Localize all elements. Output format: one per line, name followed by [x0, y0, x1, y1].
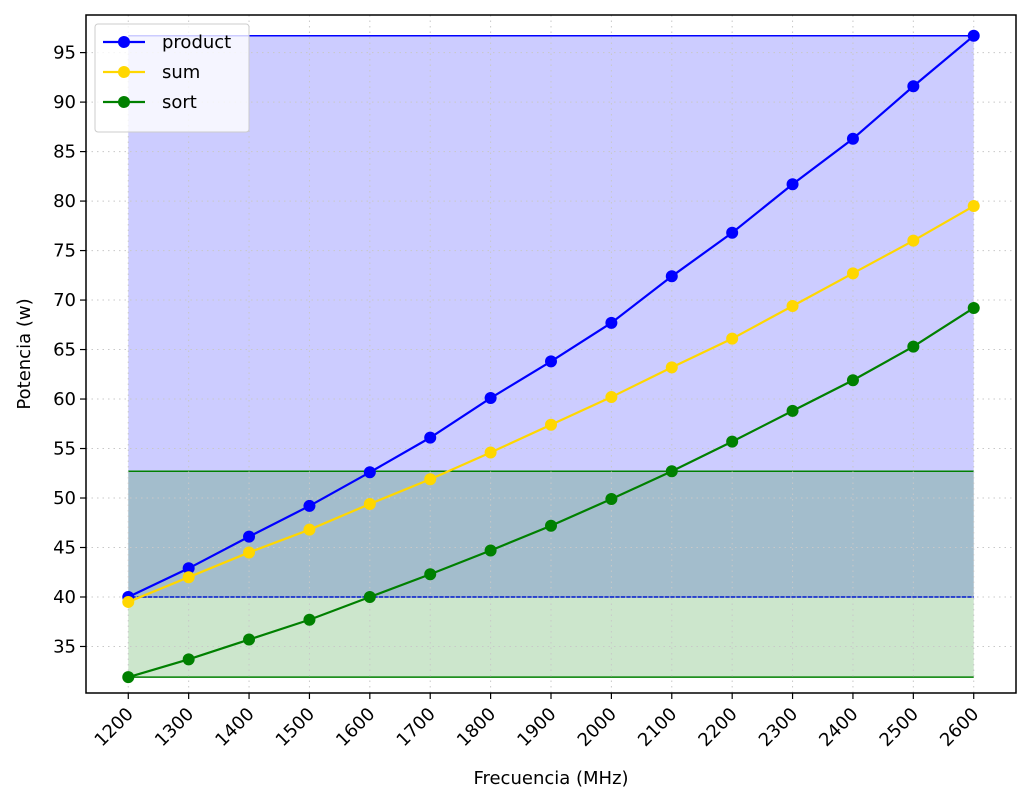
sort-point — [122, 671, 135, 684]
product-point — [605, 316, 618, 329]
sort-point — [907, 340, 920, 353]
x-tick-label: 1600 — [332, 704, 379, 751]
y-axis-title: Potencia (w) — [14, 298, 35, 409]
sort-point — [303, 613, 316, 626]
x-tick-label: 1800 — [453, 704, 500, 751]
legend-label: sum — [162, 62, 200, 83]
sort-point — [424, 568, 437, 581]
sort-point — [182, 653, 195, 666]
sort-point — [726, 435, 739, 448]
product-point — [846, 132, 859, 145]
product-point — [665, 270, 678, 283]
y-tick-label: 85 — [53, 142, 76, 163]
y-tick-label: 60 — [53, 389, 76, 410]
sort-point — [545, 519, 557, 532]
sort-range-band — [128, 471, 974, 678]
legend-item-sum: sum — [103, 62, 200, 83]
sort-point — [786, 404, 799, 417]
sum-point — [424, 473, 437, 486]
x-tick-label: 2200 — [694, 704, 741, 751]
legend-label: sort — [162, 92, 197, 113]
legend-item-sort: sort — [103, 92, 197, 113]
sum-point — [182, 571, 195, 584]
x-tick-label: 1500 — [272, 704, 319, 751]
x-tick-label: 2000 — [574, 704, 621, 751]
sort-point — [243, 633, 256, 646]
legend-swatch-marker — [118, 66, 130, 78]
y-axis-ticks: 35 40 45 50 55 60 65 70 75 80 85 90 95 — [53, 43, 86, 657]
y-tick-label: 50 — [53, 488, 76, 509]
x-axis-title: Frecuencia (MHz) — [473, 768, 628, 789]
sum-point — [243, 546, 256, 559]
product-point — [303, 499, 316, 512]
product-range-band — [128, 35, 974, 597]
x-tick-label: 1200 — [91, 704, 138, 751]
y-tick-label: 70 — [53, 290, 76, 311]
y-tick-label: 80 — [53, 191, 76, 212]
y-tick-label: 95 — [53, 43, 76, 64]
x-axis-ticks: 1200 1300 1400 1500 1600 1700 1800 1900 2000 2100… — [91, 693, 983, 751]
y-tick-label: 65 — [53, 340, 76, 361]
product-point — [786, 178, 799, 191]
sum-point — [786, 299, 799, 312]
product-point — [243, 530, 256, 543]
x-tick-label: 2100 — [634, 704, 681, 751]
sum-point — [907, 234, 920, 247]
x-tick-label: 2500 — [876, 704, 923, 751]
sum-point — [967, 200, 980, 213]
sum-point — [605, 391, 618, 404]
legend-items: product sum sort — [103, 32, 231, 113]
y-tick-label: 35 — [53, 636, 76, 657]
sort-point — [665, 465, 678, 478]
sum-point — [726, 332, 739, 345]
sum-point — [303, 523, 316, 536]
product-point — [182, 562, 195, 575]
sort-point — [967, 301, 980, 314]
product-point — [726, 226, 739, 239]
sort-point — [484, 544, 497, 557]
y-tick-label: 45 — [53, 538, 76, 559]
legend-item-product: product — [103, 32, 231, 53]
series-sum — [122, 200, 980, 608]
series-product — [122, 29, 980, 603]
sort-point — [605, 493, 618, 506]
x-tick-label: 2300 — [755, 704, 802, 751]
x-tick-label: 1400 — [211, 704, 258, 751]
sum-point — [665, 361, 678, 374]
product-point — [907, 80, 920, 93]
product-point — [484, 392, 497, 405]
sum-point — [363, 497, 376, 510]
product-point — [545, 355, 557, 368]
x-tick-label: 1700 — [393, 704, 440, 751]
sort-point — [363, 590, 376, 603]
legend: product sum sort — [94, 23, 250, 133]
legend-swatch-marker — [118, 36, 130, 48]
product-point — [967, 29, 980, 42]
product-point — [424, 431, 437, 444]
x-tick-label: 2400 — [815, 704, 862, 751]
x-tick-label: 1900 — [513, 704, 560, 751]
y-tick-label: 75 — [53, 241, 76, 262]
series-sort — [122, 301, 980, 684]
series-layer — [122, 29, 980, 684]
product-point — [363, 466, 376, 479]
x-tick-label: 1300 — [151, 704, 198, 751]
sum-point — [545, 418, 557, 431]
sum-point — [122, 595, 135, 608]
legend-box — [94, 23, 250, 133]
sort-point — [846, 374, 859, 387]
y-tick-label: 55 — [53, 439, 76, 460]
y-tick-label: 40 — [53, 587, 76, 608]
legend-label: product — [162, 32, 231, 53]
x-tick-label: 2600 — [936, 704, 983, 751]
legend-swatch-marker — [118, 96, 130, 108]
sum-point — [846, 267, 859, 280]
y-tick-label: 90 — [53, 92, 76, 113]
sum-point — [484, 446, 497, 459]
